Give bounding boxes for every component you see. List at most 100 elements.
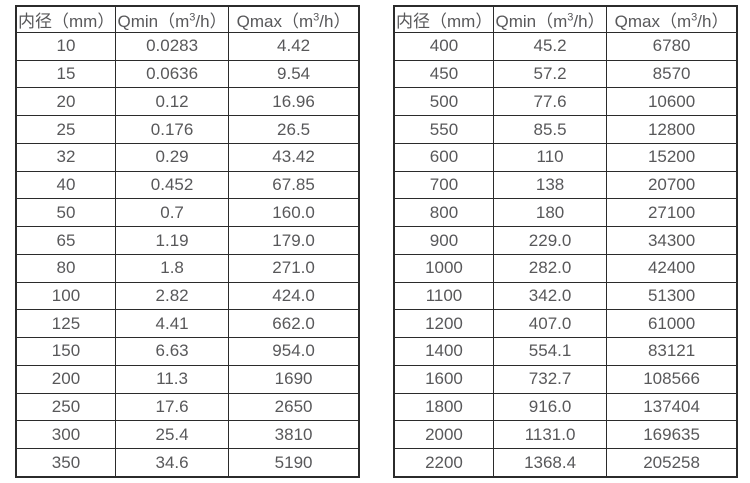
header-text: 内径（mm） xyxy=(396,12,493,31)
cell-qmin: 1.19 xyxy=(114,226,230,255)
cell-diameter: 200 xyxy=(15,364,116,394)
cell-qmin: 110 xyxy=(492,142,608,172)
cell-qmin: 0.176 xyxy=(114,115,230,144)
cell-diameter: 800 xyxy=(393,198,494,228)
table-row: 700 138 20700 xyxy=(393,170,738,200)
cell-diameter: 15 xyxy=(15,59,116,89)
cell-diameter: 20 xyxy=(15,87,116,117)
header-superscript: 3 xyxy=(189,11,196,24)
cell-qmin: 45.2 xyxy=(492,32,608,61)
table-row: 150 6.63 954.0 xyxy=(15,337,360,366)
table-row: 250 17.6 2650 xyxy=(15,392,360,422)
column-header-qmin: Qmin（m3/h） xyxy=(492,5,608,33)
header-text: /h） xyxy=(697,12,729,31)
cell-diameter: 65 xyxy=(15,226,116,255)
table-row: 100 2.82 424.0 xyxy=(15,281,360,311)
cell-qmin: 407.0 xyxy=(492,309,608,339)
cell-diameter: 80 xyxy=(15,253,116,283)
cell-qmin: 11.3 xyxy=(114,364,230,394)
cell-qmax: 26.5 xyxy=(228,115,360,144)
flow-table-small-diameters: 内径（mm） Qmin（m3/h） Qmax（m3/h） 10 0.0283 4.42 15… xyxy=(15,5,360,478)
table-row: 2000 1131.0 169635 xyxy=(393,420,738,450)
cell-diameter: 900 xyxy=(393,226,494,255)
cell-diameter: 40 xyxy=(15,170,116,200)
column-header-diameter: 内径（mm） xyxy=(393,5,494,33)
cell-qmin: 229.0 xyxy=(492,226,608,255)
cell-diameter: 100 xyxy=(15,281,116,311)
cell-qmax: 1690 xyxy=(228,364,360,394)
table-row: 350 34.6 5190 xyxy=(15,448,360,478)
cell-qmax: 4.42 xyxy=(228,32,360,61)
table-row: 400 45.2 6780 xyxy=(393,32,738,61)
cell-qmin: 916.0 xyxy=(492,392,608,422)
table-row: 500 77.6 10600 xyxy=(393,87,738,117)
cell-diameter: 400 xyxy=(393,32,494,61)
table-row: 40 0.452 67.85 xyxy=(15,170,360,200)
cell-diameter: 1600 xyxy=(393,364,494,394)
flow-table-large-diameters: 内径（mm） Qmin（m3/h） Qmax（m3/h） 400 45.2 6780 450… xyxy=(393,5,738,478)
cell-qmin: 0.12 xyxy=(114,87,230,117)
cell-qmax: 160.0 xyxy=(228,198,360,228)
cell-qmax: 51300 xyxy=(606,281,738,311)
header-row: 内径（mm） Qmin（m3/h） Qmax（m3/h） xyxy=(393,5,738,33)
cell-qmax: 16.96 xyxy=(228,87,360,117)
cell-qmin: 0.7 xyxy=(114,198,230,228)
table-row: 300 25.4 3810 xyxy=(15,420,360,450)
cell-diameter: 350 xyxy=(15,448,116,478)
cell-qmax: 137404 xyxy=(606,392,738,422)
cell-diameter: 1400 xyxy=(393,337,494,366)
cell-qmax: 43.42 xyxy=(228,142,360,172)
table-row: 200 11.3 1690 xyxy=(15,364,360,394)
cell-qmax: 3810 xyxy=(228,420,360,450)
cell-qmax: 12800 xyxy=(606,115,738,144)
table-row: 1100 342.0 51300 xyxy=(393,281,738,311)
cell-qmin: 17.6 xyxy=(114,392,230,422)
cell-qmin: 25.4 xyxy=(114,420,230,450)
cell-qmax: 67.85 xyxy=(228,170,360,200)
table-row: 600 110 15200 xyxy=(393,142,738,172)
cell-qmin: 4.41 xyxy=(114,309,230,339)
header-row: 内径（mm） Qmin（m3/h） Qmax（m3/h） xyxy=(15,5,360,33)
cell-diameter: 2200 xyxy=(393,448,494,478)
cell-qmin: 138 xyxy=(492,170,608,200)
header-superscript: 3 xyxy=(567,11,574,24)
cell-qmax: 42400 xyxy=(606,253,738,283)
table-row: 1200 407.0 61000 xyxy=(393,309,738,339)
cell-diameter: 1800 xyxy=(393,392,494,422)
cell-qmin: 1.8 xyxy=(114,253,230,283)
cell-diameter: 550 xyxy=(393,115,494,144)
cell-qmax: 424.0 xyxy=(228,281,360,311)
cell-qmin: 85.5 xyxy=(492,115,608,144)
table-row: 1400 554.1 83121 xyxy=(393,337,738,366)
cell-qmax: 8570 xyxy=(606,59,738,89)
table-row: 550 85.5 12800 xyxy=(393,115,738,144)
cell-diameter: 2000 xyxy=(393,420,494,450)
table-row: 800 180 27100 xyxy=(393,198,738,228)
cell-qmax: 169635 xyxy=(606,420,738,450)
cell-qmax: 9.54 xyxy=(228,59,360,89)
cell-qmax: 6780 xyxy=(606,32,738,61)
table-row: 1600 732.7 108566 xyxy=(393,364,738,394)
cell-diameter: 500 xyxy=(393,87,494,117)
cell-qmin: 342.0 xyxy=(492,281,608,311)
cell-qmin: 180 xyxy=(492,198,608,228)
table-row: 450 57.2 8570 xyxy=(393,59,738,89)
cell-qmax: 2650 xyxy=(228,392,360,422)
cell-qmax: 954.0 xyxy=(228,337,360,366)
table-row: 125 4.41 662.0 xyxy=(15,309,360,339)
table-row: 10 0.0283 4.42 xyxy=(15,32,360,61)
cell-qmin: 0.29 xyxy=(114,142,230,172)
header-text: /h） xyxy=(573,12,605,31)
cell-qmin: 732.7 xyxy=(492,364,608,394)
cell-diameter: 250 xyxy=(15,392,116,422)
cell-qmax: 205258 xyxy=(606,448,738,478)
cell-qmax: 179.0 xyxy=(228,226,360,255)
header-superscript: 3 xyxy=(691,11,698,24)
table-row: 80 1.8 271.0 xyxy=(15,253,360,283)
header-text: /h） xyxy=(195,12,227,31)
cell-qmax: 34300 xyxy=(606,226,738,255)
table-row: 50 0.7 160.0 xyxy=(15,198,360,228)
cell-qmin: 34.6 xyxy=(114,448,230,478)
cell-diameter: 10 xyxy=(15,32,116,61)
